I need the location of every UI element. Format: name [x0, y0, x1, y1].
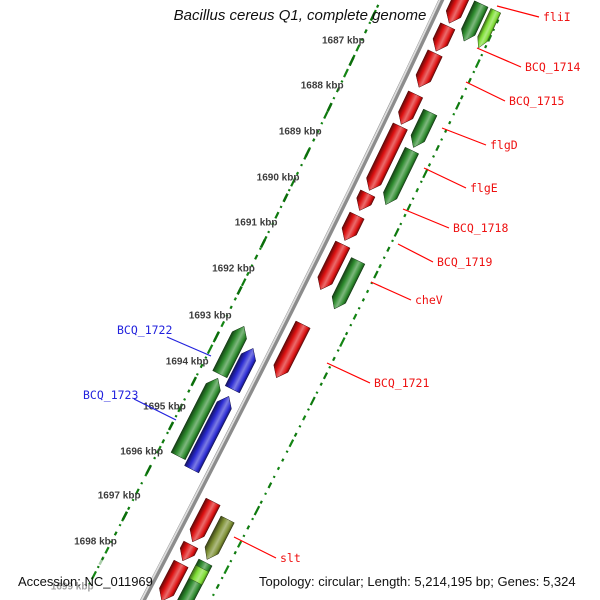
tick-dash — [213, 331, 220, 341]
leader-line-BCQ_1719 — [397, 243, 434, 263]
gene-feature-red[interactable] — [445, 0, 470, 24]
leader-line-BCQ_1715 — [465, 81, 506, 102]
tick-dash — [236, 285, 243, 295]
gene-label-BCQ_1715[interactable]: BCQ_1715 — [509, 94, 564, 108]
tick-label: 1688 kbp — [301, 81, 344, 92]
tick-dash — [348, 56, 355, 66]
gene-feature-red[interactable] — [432, 22, 456, 52]
tick-label: 1696 kbp — [120, 447, 163, 458]
gene-feature-green[interactable] — [383, 146, 420, 206]
tick-label: 1694 kbp — [166, 357, 209, 368]
gene-label-BCQ_1718[interactable]: BCQ_1718 — [453, 221, 508, 235]
tick-label: 1687 kbp — [322, 36, 365, 47]
leader-line-flgE — [423, 167, 467, 189]
statusbar-accession: Accession: NC_011969 — [18, 574, 153, 589]
gene-label-flgE[interactable]: flgE — [470, 181, 498, 195]
tick-dash — [190, 376, 198, 386]
gene-feature-red[interactable] — [415, 49, 443, 88]
tick-label: 1693 kbp — [189, 311, 232, 322]
gene-feature-red[interactable] — [159, 559, 189, 600]
gene-feature-red[interactable] — [179, 540, 199, 562]
tick-label: 1697 kbp — [98, 491, 141, 502]
gene-label-cheV[interactable]: cheV — [415, 293, 443, 307]
leader-line-slt — [233, 536, 277, 559]
gene-feature-green[interactable] — [170, 377, 221, 461]
gene-feature-red[interactable] — [356, 189, 376, 211]
gene-feature-red[interactable] — [317, 240, 351, 290]
gene-feature-red[interactable] — [366, 122, 408, 191]
tick-label: 1699 kbp — [51, 582, 94, 593]
tick-dash — [98, 556, 105, 566]
leader-line-BCQ_1721 — [326, 362, 371, 384]
gene-label-fliI[interactable]: fliI — [543, 10, 571, 24]
tick-label: 1695 kbp — [143, 402, 186, 413]
leader-line-BCQ_1718 — [402, 208, 450, 229]
gene-feature-red[interactable] — [189, 497, 221, 543]
leader-line-cheV — [370, 281, 412, 301]
tick-dash — [145, 465, 152, 475]
gene-feature-green[interactable] — [331, 257, 366, 310]
gene-feature-red[interactable] — [398, 90, 424, 125]
gene-feature-bright[interactable] — [188, 564, 210, 586]
gene-feature-green[interactable] — [410, 108, 438, 148]
gene-label-BCQ_1722[interactable]: BCQ_1722 — [117, 323, 172, 337]
ruler-ticks: 1687 kbp 1688 kbp 1689 kbp 1690 kbp 1691 kbp… — [51, 11, 376, 593]
leader-line-BCQ_1722 — [166, 336, 212, 357]
gene-feature-red[interactable] — [273, 320, 311, 379]
gene-feature-blue[interactable] — [224, 348, 256, 394]
genome-backbone — [139, 0, 445, 600]
map-title: Bacillus cereus Q1, complete genome — [173, 7, 427, 24]
tick-label: 1690 kbp — [257, 173, 300, 184]
gene-feature-bright[interactable] — [477, 8, 502, 49]
statusbar-topology: Topology: circular; Length: 5,214,195 bp… — [259, 574, 576, 589]
gene-label-BCQ_1719[interactable]: BCQ_1719 — [437, 255, 492, 269]
gene-label-flgD[interactable]: flgD — [490, 138, 518, 152]
tick-label: 1698 kbp — [74, 537, 117, 548]
gene-feature-blue[interactable] — [184, 395, 232, 474]
tick-label: 1691 kbp — [235, 218, 278, 229]
tick-dash — [167, 421, 175, 431]
gene-label-slt[interactable]: slt — [280, 551, 301, 565]
tick-dash — [326, 102, 333, 112]
leader-line-BCQ_1723 — [133, 398, 177, 421]
gene-label-BCQ_1721[interactable]: BCQ_1721 — [374, 376, 429, 390]
gc-dashes-right-arc — [211, 19, 500, 597]
leader-line-flgD — [441, 127, 487, 146]
gene-feature-olive[interactable] — [204, 515, 235, 560]
gene-feature-green[interactable] — [461, 0, 489, 42]
gene-label-BCQ_1723[interactable]: BCQ_1723 — [83, 388, 138, 402]
tick-dash — [304, 148, 311, 158]
tick-dash — [259, 238, 267, 249]
gene-feature-red[interactable] — [341, 211, 365, 241]
tick-dash — [282, 193, 289, 203]
tick-label: 1689 kbp — [279, 127, 322, 138]
leader-line-fliI — [496, 5, 540, 18]
tick-dash — [369, 11, 376, 22]
genome-backbone-highlight — [140, 0, 441, 600]
gene-feature-green[interactable] — [212, 325, 247, 379]
gene-label-BCQ_1714[interactable]: BCQ_1714 — [525, 60, 580, 74]
tick-dash — [121, 511, 129, 521]
leader-line-BCQ_1714 — [476, 47, 522, 68]
tick-label: 1692 kbp — [212, 264, 255, 275]
